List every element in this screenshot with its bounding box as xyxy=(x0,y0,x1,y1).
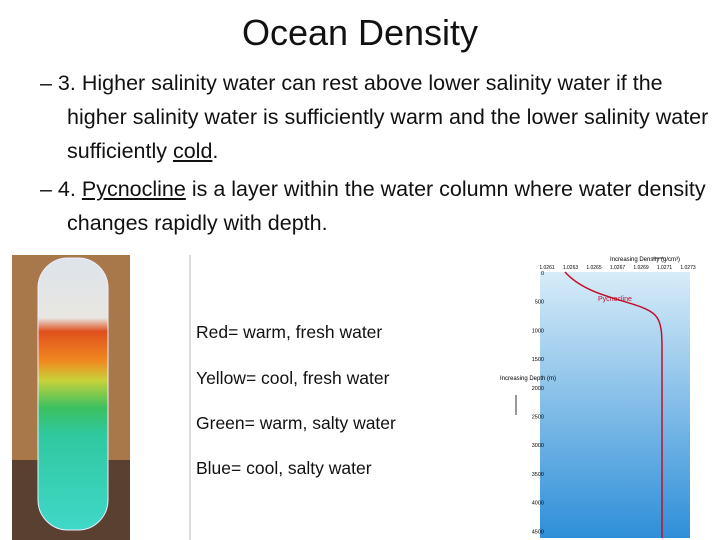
x-tick-label: 1.0263 xyxy=(563,265,579,271)
legend-item: Red= warm, fresh water xyxy=(196,322,383,342)
text: . xyxy=(212,139,219,163)
legend-item: Blue= cool, salty water xyxy=(196,458,372,478)
water-column xyxy=(540,272,690,538)
x-tick-label: 1.0271 xyxy=(657,265,673,271)
x-tick-label: 1.0261 xyxy=(539,265,555,271)
y-tick-label: 2500 xyxy=(532,415,544,421)
bullet: – 4. Pycnocline is a layer within the wa… xyxy=(40,172,717,240)
y-tick-label: 0 xyxy=(541,271,544,277)
y-tick-label: 4500 xyxy=(532,529,544,535)
y-tick-label: 1000 xyxy=(532,328,544,334)
slide-title: Ocean Density xyxy=(241,12,479,53)
bullet-marker: – 3. xyxy=(40,71,76,95)
y-tick-label: 1500 xyxy=(532,357,544,363)
y-tick-label: 3000 xyxy=(532,443,544,449)
x-tick-label: 1.0269 xyxy=(633,265,649,271)
text: Higher salinity water can rest above low… xyxy=(67,71,709,163)
underlined-term: cold xyxy=(172,139,213,163)
text: is a layer within the water column where… xyxy=(67,177,706,235)
y-tick-label: 3500 xyxy=(532,472,544,478)
underlined-term: Pycnocline xyxy=(81,177,186,201)
y-axis-label: Increasing Depth (m) xyxy=(500,376,556,382)
y-tick-label: 4000 xyxy=(532,501,544,507)
figure-ticks: 1.0261 1.0263 1.0265 1.0267 1.0269 1.0271 1.02… xyxy=(532,265,696,535)
bullet: – 3. Higher salinity water can rest abov… xyxy=(40,66,717,168)
y-tick-label: 2000 xyxy=(532,386,544,392)
density-curve xyxy=(564,271,663,538)
legend-item: Green= warm, salty water xyxy=(196,413,396,433)
test-tube xyxy=(37,257,109,531)
x-tick-label: 1.0273 xyxy=(680,265,696,271)
annotation: Pycnocline xyxy=(598,296,632,303)
x-tick-label: 1.0265 xyxy=(586,265,602,271)
legend-item: Yellow= cool, fresh water xyxy=(196,368,390,388)
y-tick-label: 500 xyxy=(535,300,544,306)
x-tick-label: 1.0267 xyxy=(610,265,626,271)
bullet-marker: – 4. xyxy=(40,177,76,201)
x-axis-label: Increasing Density (g/cm³) xyxy=(610,257,680,263)
